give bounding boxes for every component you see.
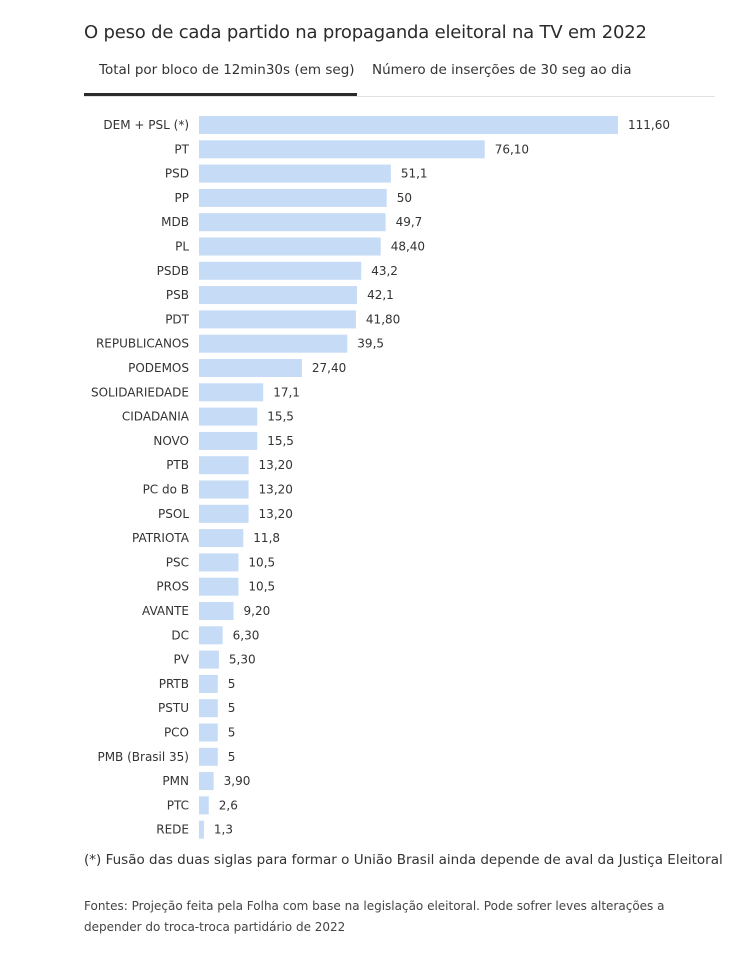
category-label: REDE: [156, 823, 189, 837]
category-label: PT: [174, 142, 189, 156]
bar[interactable]: [199, 116, 618, 134]
category-label: PSDB: [157, 264, 189, 278]
bar[interactable]: [199, 723, 218, 742]
value-label: 5: [228, 701, 236, 715]
bar[interactable]: [199, 553, 239, 572]
bar[interactable]: [199, 164, 391, 183]
value-label: 111,60: [628, 118, 670, 132]
value-label: 50: [397, 191, 412, 205]
value-label: 6,30: [233, 628, 260, 642]
value-label: 51,1: [401, 167, 428, 181]
bar[interactable]: [199, 237, 381, 256]
value-label: 5: [228, 677, 236, 691]
value-label: 9,20: [244, 604, 271, 618]
value-label: 13,20: [259, 458, 293, 472]
value-label: 48,40: [391, 240, 425, 254]
chart-title: O peso de cada partido na propaganda ele…: [84, 22, 647, 43]
category-label: PMN: [162, 774, 189, 788]
footnote: (*) Fusão das duas siglas para formar o …: [84, 852, 723, 868]
bar[interactable]: [199, 820, 204, 839]
bar-chart: DEM + PSL (*) 111,60 PT 76,10 PSD 51,1 PP 50 MDB…: [91, 116, 670, 839]
category-label: CIDADANIA: [122, 410, 190, 424]
bar[interactable]: [199, 674, 218, 693]
bar[interactable]: [199, 140, 485, 159]
value-label: 5: [228, 726, 236, 740]
value-label: 5,30: [229, 653, 256, 667]
bar[interactable]: [199, 383, 264, 402]
bar[interactable]: [199, 261, 362, 280]
category-label: PC do B: [143, 483, 189, 497]
value-label: 2,6: [219, 798, 238, 812]
category-label: PSOL: [158, 507, 189, 521]
category-label: MDB: [161, 215, 189, 229]
bar[interactable]: [199, 504, 249, 523]
category-label: PSTU: [158, 701, 189, 715]
bar[interactable]: [199, 772, 214, 791]
bar[interactable]: [199, 407, 258, 426]
value-label: 43,2: [371, 264, 398, 278]
value-label: 11,8: [253, 531, 280, 545]
bar[interactable]: [199, 480, 249, 499]
value-label: 39,5: [357, 337, 384, 351]
bar[interactable]: [199, 747, 218, 766]
value-label: 10,5: [248, 555, 275, 569]
category-label: PTB: [166, 458, 189, 472]
sources-note: Fontes: Projeção feita pela Folha com ba…: [84, 899, 665, 934]
value-label: 3,90: [224, 774, 251, 788]
tab-numero-insercoes[interactable]: Número de inserções de 30 seg ao dia: [372, 62, 632, 78]
category-label: PCO: [164, 726, 189, 740]
tab-total-por-bloco[interactable]: Total por bloco de 12min30s (em seg): [84, 62, 357, 96]
bar[interactable]: [199, 334, 348, 353]
value-label: 13,20: [259, 483, 293, 497]
category-label: PATRIOTA: [132, 531, 190, 545]
category-label: PRTB: [159, 677, 189, 691]
category-label: REPUBLICANOS: [96, 337, 189, 351]
bar[interactable]: [199, 626, 223, 645]
bar[interactable]: [199, 456, 249, 475]
category-label: DC: [171, 628, 189, 642]
value-label: 10,5: [248, 580, 275, 594]
bar[interactable]: [199, 213, 386, 232]
bar[interactable]: [199, 188, 387, 207]
bar[interactable]: [199, 699, 218, 718]
value-label: 42,1: [367, 288, 394, 302]
category-label: NOVO: [153, 434, 189, 448]
bar[interactable]: [199, 431, 258, 450]
value-label: 41,80: [366, 312, 400, 326]
category-label: PSD: [165, 167, 189, 181]
value-label: 15,5: [267, 434, 294, 448]
value-label: 5: [228, 750, 236, 764]
category-label: PMB (Brasil 35): [97, 750, 189, 764]
value-label: 13,20: [259, 507, 293, 521]
category-label: PL: [175, 240, 189, 254]
value-label: 76,10: [495, 142, 529, 156]
value-label: 49,7: [396, 215, 423, 229]
value-label: 17,1: [273, 385, 300, 399]
category-label: PSB: [166, 288, 189, 302]
value-label: 15,5: [267, 410, 294, 424]
category-label: AVANTE: [142, 604, 189, 618]
tab-bar: Total por bloco de 12min30s (em seg) Núm…: [84, 58, 715, 97]
category-label: PROS: [156, 580, 189, 594]
bar[interactable]: [199, 796, 209, 815]
category-label: DEM + PSL (*): [103, 118, 189, 132]
bar[interactable]: [199, 650, 219, 669]
category-label: PSC: [166, 555, 189, 569]
bar[interactable]: [199, 286, 358, 305]
bar[interactable]: [199, 310, 356, 329]
category-label: PV: [174, 653, 190, 667]
category-label: PODEMOS: [128, 361, 189, 375]
bar[interactable]: [199, 529, 244, 548]
category-label: SOLIDARIEDADE: [91, 385, 189, 399]
bar[interactable]: [199, 359, 302, 377]
bar[interactable]: [199, 577, 239, 596]
category-label: PDT: [165, 312, 189, 326]
category-label: PTC: [167, 798, 189, 812]
category-label: PP: [175, 191, 189, 205]
value-label: 27,40: [312, 361, 346, 375]
bar[interactable]: [199, 602, 234, 620]
value-label: 1,3: [214, 823, 233, 837]
